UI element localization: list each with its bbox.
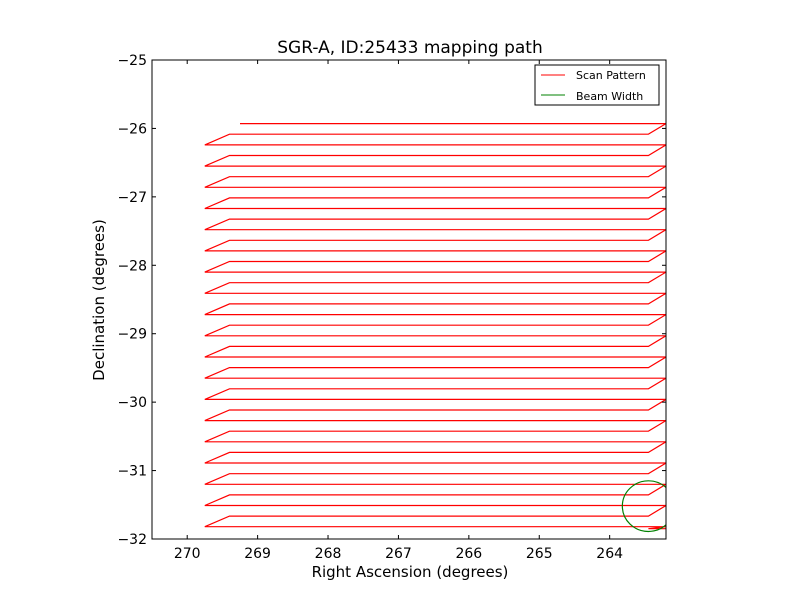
y-tick-label: −31 [117,464,147,480]
y-tick-label: −30 [117,395,147,411]
x-tick-label: 266 [455,546,482,562]
y-tick-label: −29 [117,327,147,343]
plot-frame [151,59,667,540]
legend-label-scan-pattern: Scan Pattern [576,69,646,82]
chart-title: SGR-A, ID:25433 mapping path [277,38,543,58]
y-tick-label: −28 [117,258,147,274]
x-tick-label: 264 [596,546,623,562]
y-tick-label: −25 [117,53,147,69]
x-axis: 270 269 268 267 266 265 264 [174,60,623,562]
y-axis: −25 −26 −27 −28 −29 −30 −31 −32 [117,53,666,548]
plot-area: 270 269 268 267 266 265 264 −25 −26 −27 −28 −29 −30… [117,53,667,562]
y-tick-label: −32 [117,532,147,548]
legend-box [534,64,660,106]
x-tick-label: 268 [315,546,342,562]
legend-label-beam-width: Beam Width [576,90,643,103]
y-axis-label: Declination (degrees) [90,219,108,381]
x-tick-label: 267 [385,546,412,562]
series-layer [204,123,666,533]
legend: Scan Pattern Beam Width [534,64,660,106]
scan-pattern-line [204,123,666,530]
x-tick-label: 270 [174,546,201,562]
x-tick-label: 269 [244,546,271,562]
beam-width-circle [621,480,666,533]
y-tick-label: −26 [117,121,147,137]
x-tick-label: 265 [526,546,553,562]
x-axis-label: Right Ascension (degrees) [312,563,509,581]
y-tick-label: −27 [117,190,147,206]
